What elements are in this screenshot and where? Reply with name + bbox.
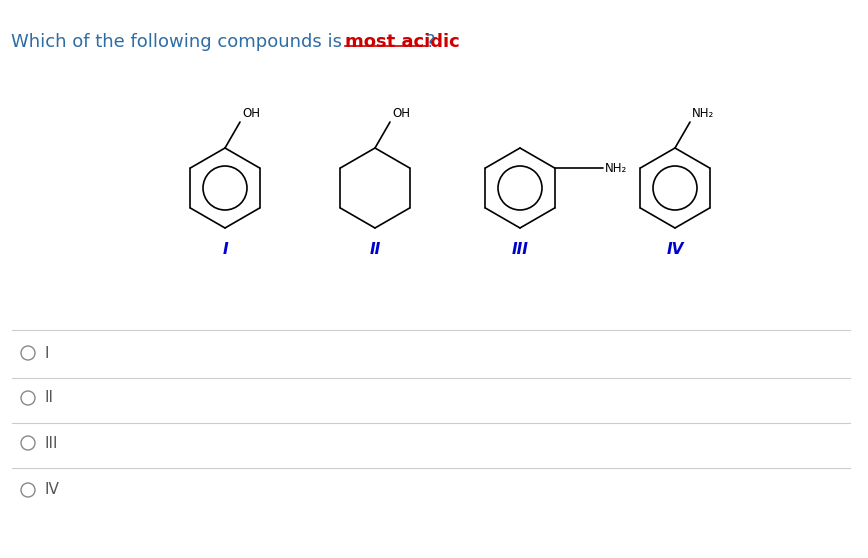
Text: II: II [370, 243, 381, 257]
Text: I: I [222, 243, 227, 257]
Text: III: III [511, 243, 529, 257]
Text: most acidic: most acidic [345, 33, 459, 51]
Text: II: II [45, 391, 54, 406]
Text: NH₂: NH₂ [605, 161, 627, 175]
Text: OH: OH [242, 107, 260, 120]
Text: I: I [45, 345, 49, 360]
Text: NH₂: NH₂ [692, 107, 714, 120]
Text: ?: ? [426, 33, 436, 51]
Text: III: III [45, 435, 58, 450]
Text: IV: IV [667, 243, 684, 257]
Text: OH: OH [392, 107, 410, 120]
Text: IV: IV [45, 483, 60, 498]
Text: Which of the following compounds is: Which of the following compounds is [11, 33, 348, 51]
